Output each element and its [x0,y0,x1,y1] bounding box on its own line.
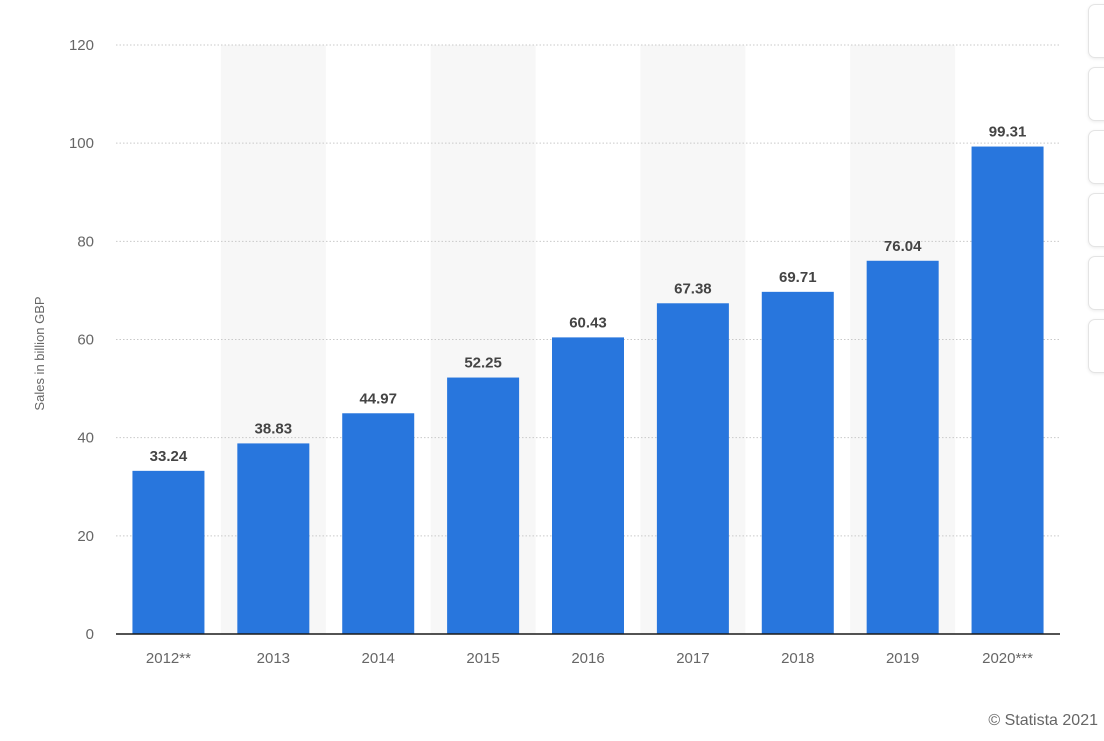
data-label: 76.04 [884,238,922,255]
x-tick-label: 2016 [571,650,604,667]
bar [761,291,834,634]
toolbar-button-2[interactable] [1088,67,1104,121]
bar [866,260,939,634]
toolbar-button-5[interactable] [1088,256,1104,310]
y-axis-ticks: 0 20 40 60 80 100 120 [69,37,94,643]
y-tick-label: 40 [77,430,94,447]
x-tick-label: 2012** [146,650,191,667]
x-tick-label: 2014 [362,650,395,667]
data-label: 44.97 [359,390,397,407]
y-tick-label: 0 [86,626,94,643]
data-label: 67.38 [674,280,712,297]
bar [447,377,520,634]
y-tick-label: 80 [77,233,94,250]
data-label: 33.24 [150,448,188,465]
y-tick-label: 120 [69,37,94,54]
bars [132,146,1044,635]
y-tick-label: 60 [77,332,94,349]
bar [656,303,729,634]
x-tick-label: 2018 [781,650,814,667]
toolbar-button-4[interactable] [1088,193,1104,247]
x-tick-label: 2017 [676,650,709,667]
x-tick-label: 2015 [466,650,499,667]
data-label: 69.71 [779,269,817,286]
y-tick-label: 100 [69,135,94,152]
copyright-notice: © Statista 2021 [988,712,1098,729]
y-axis-title: Sales in billion GBP [32,296,47,410]
toolbar-button-3[interactable] [1088,130,1104,184]
data-label: 52.25 [464,355,502,372]
bar [971,146,1044,635]
side-toolbar [1088,0,1104,380]
bar [237,443,310,634]
toolbar-button-1[interactable] [1088,4,1104,58]
bar [552,337,624,634]
data-labels: 33.24 38.83 44.97 52.25 60.43 67.38 69.71 76.04… [150,124,1027,465]
x-axis-ticks: 2012** 2013 2014 2015 2016 2017 2018 2019 2020**… [146,650,1033,667]
bar [342,413,415,634]
x-tick-label: 2019 [886,650,919,667]
data-label: 38.83 [255,420,293,437]
bar [132,470,205,634]
data-label: 99.31 [989,124,1027,141]
data-label: 60.43 [569,314,607,331]
toolbar-button-6[interactable] [1088,319,1104,373]
x-tick-label: 2013 [257,650,290,667]
x-tick-label: 2020*** [982,650,1033,667]
y-tick-label: 20 [77,528,94,545]
